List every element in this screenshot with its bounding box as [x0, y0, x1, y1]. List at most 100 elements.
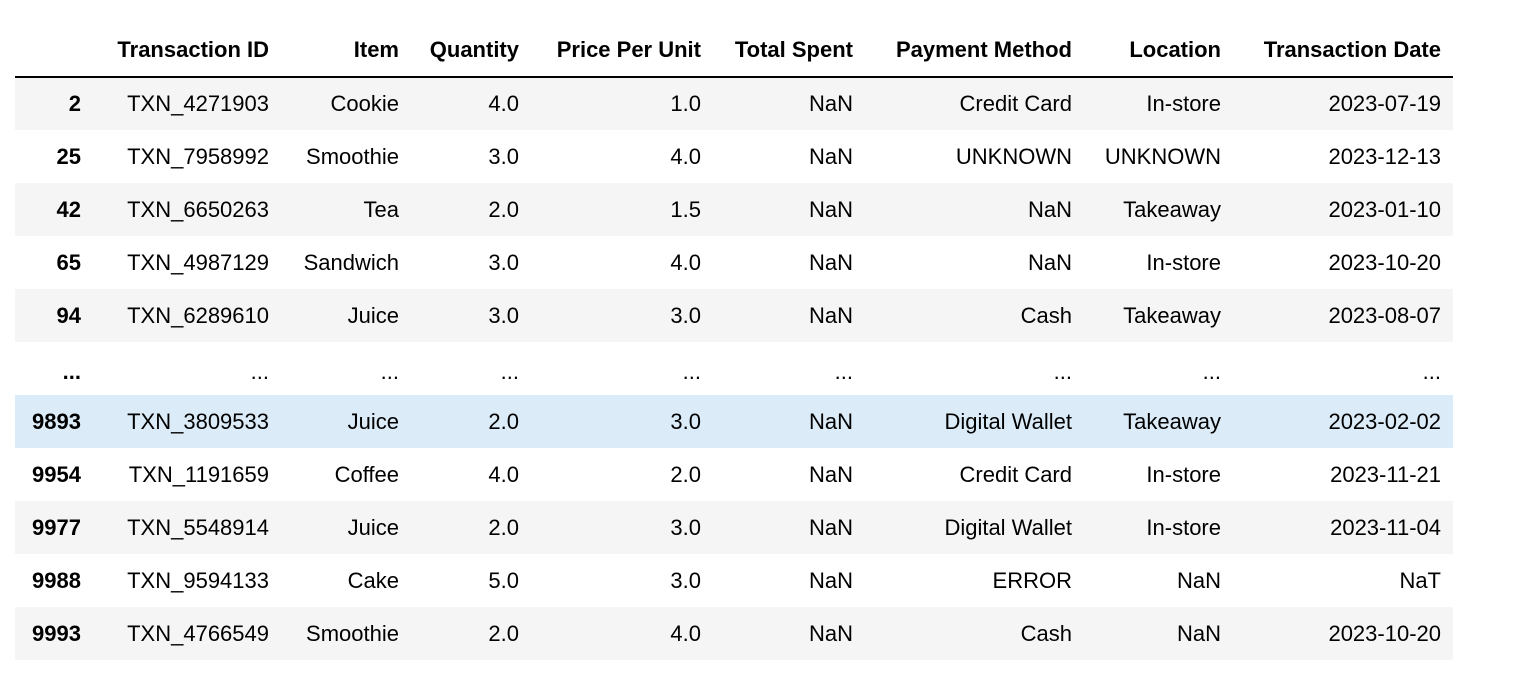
- table-row: 42 TXN_6650263 Tea 2.0 1.5 NaN NaN Takea…: [15, 183, 1453, 236]
- table-row: 9977 TXN_5548914 Juice 2.0 3.0 NaN Digit…: [15, 501, 1453, 554]
- cell-payment-method: Digital Wallet: [944, 514, 1072, 540]
- cell-transaction-date: 2023-08-07: [1328, 302, 1441, 328]
- cell-item: Cookie: [330, 91, 399, 116]
- cell-transaction-date: NaT: [1399, 567, 1441, 593]
- cell-quantity: 2.0: [488, 514, 519, 540]
- row-index: 25: [56, 143, 81, 169]
- cell-price-per-unit: 3.0: [670, 567, 701, 593]
- cell-transaction-date: 2023-11-21: [1330, 461, 1441, 487]
- cell-quantity: ...: [500, 359, 519, 384]
- cell-quantity: 5.0: [488, 567, 519, 593]
- cell-quantity: 2.0: [488, 408, 519, 434]
- cell-price-per-unit: 4.0: [670, 620, 701, 646]
- cell-transaction-id: TXN_6289610: [127, 302, 269, 328]
- row-index: 2: [68, 91, 81, 116]
- cell-item: ...: [380, 359, 399, 384]
- table-row: 9988 TXN_9594133 Cake 5.0 3.0 NaN ERROR …: [15, 554, 1453, 607]
- cell-location: NaN: [1176, 620, 1221, 646]
- cell-item: Tea: [363, 196, 399, 222]
- cell-total-spent: NaN: [808, 408, 853, 434]
- cell-item: Juice: [347, 514, 399, 540]
- cell-item: Smoothie: [306, 620, 399, 646]
- cell-quantity: 2.0: [488, 196, 519, 222]
- cell-transaction-date: 2023-01-10: [1328, 196, 1441, 222]
- cell-transaction-date: 2023-02-02: [1328, 408, 1441, 434]
- cell-transaction-id: TXN_4271903: [127, 91, 269, 116]
- cell-location: Takeaway: [1123, 408, 1221, 434]
- cell-payment-method: Cash: [1020, 620, 1072, 646]
- table-row: 9993 TXN_4766549 Smoothie 2.0 4.0 NaN Ca…: [15, 607, 1453, 660]
- cell-payment-method: NaN: [1027, 249, 1072, 275]
- cell-transaction-date: 2023-12-13: [1328, 143, 1441, 169]
- cell-total-spent: NaN: [808, 196, 853, 222]
- cell-payment-method: ...: [1053, 359, 1072, 384]
- cell-location: NaN: [1176, 567, 1221, 593]
- cell-total-spent: ...: [834, 359, 853, 384]
- table-row: 94 TXN_6289610 Juice 3.0 3.0 NaN Cash Ta…: [15, 289, 1453, 342]
- cell-item: Cake: [347, 567, 399, 593]
- cell-transaction-id: TXN_9594133: [127, 567, 269, 593]
- cell-total-spent: NaN: [808, 620, 853, 646]
- cell-total-spent: NaN: [808, 514, 853, 540]
- table-row: 65 TXN_4987129 Sandwich 3.0 4.0 NaN NaN …: [15, 236, 1453, 289]
- cell-transaction-date: ...: [1422, 359, 1441, 384]
- cell-location: UNKNOWN: [1104, 143, 1221, 169]
- cell-price-per-unit: 1.0: [670, 91, 701, 116]
- cell-item: Juice: [347, 408, 399, 434]
- cell-price-per-unit: 4.0: [670, 249, 701, 275]
- column-header-transaction-date: Transaction Date: [1233, 24, 1453, 78]
- cell-total-spent: NaN: [808, 91, 853, 116]
- cell-item: Sandwich: [303, 249, 399, 275]
- cell-payment-method: NaN: [1027, 196, 1072, 222]
- cell-total-spent: NaN: [808, 461, 853, 487]
- cell-transaction-date: 2023-10-20: [1328, 249, 1441, 275]
- cell-location: Takeaway: [1123, 196, 1221, 222]
- cell-transaction-id: TXN_4987129: [127, 249, 269, 275]
- dataframe-table: Transaction ID Item Quantity Price Per U…: [15, 24, 1453, 660]
- cell-location: In-store: [1146, 514, 1221, 540]
- cell-quantity: 4.0: [488, 461, 519, 487]
- column-header-index: [15, 24, 93, 78]
- cell-transaction-date: 2023-11-04: [1330, 514, 1441, 540]
- row-index: ...: [62, 359, 81, 384]
- row-index: 42: [56, 196, 81, 222]
- column-header-price-per-unit: Price Per Unit: [531, 24, 713, 78]
- row-index: 9993: [32, 620, 81, 646]
- cell-location: ...: [1202, 359, 1221, 384]
- row-index: 65: [56, 249, 81, 275]
- cell-transaction-id: TXN_7958992: [127, 143, 269, 169]
- cell-location: Takeaway: [1123, 302, 1221, 328]
- dataframe-output: Transaction ID Item Quantity Price Per U…: [15, 24, 1453, 660]
- ellipsis-row: ... ... ... ... ... ... ... ... ...: [15, 342, 1453, 395]
- cell-price-per-unit: ...: [682, 359, 701, 384]
- cell-quantity: 3.0: [488, 143, 519, 169]
- table-row-highlighted: 9893 TXN_3809533 Juice 2.0 3.0 NaN Digit…: [15, 395, 1453, 448]
- cell-transaction-date: 2023-10-20: [1328, 620, 1441, 646]
- cell-price-per-unit: 3.0: [670, 302, 701, 328]
- table-row: 25 TXN_7958992 Smoothie 3.0 4.0 NaN UNKN…: [15, 130, 1453, 183]
- cell-payment-method: Credit Card: [959, 461, 1072, 487]
- cell-quantity: 4.0: [488, 91, 519, 116]
- table-row: 2 TXN_4271903 Cookie 4.0 1.0 NaN Credit …: [15, 77, 1453, 130]
- cell-payment-method: UNKNOWN: [955, 143, 1072, 169]
- column-header-quantity: Quantity: [411, 24, 531, 78]
- cell-item: Coffee: [334, 461, 399, 487]
- cell-transaction-id: TXN_1191659: [128, 461, 269, 487]
- cell-quantity: 3.0: [488, 302, 519, 328]
- column-header-location: Location: [1084, 24, 1233, 78]
- cell-transaction-date: 2023-07-19: [1328, 91, 1441, 116]
- column-header-total-spent: Total Spent: [713, 24, 865, 78]
- column-header-item: Item: [281, 24, 411, 78]
- row-index: 94: [56, 302, 81, 328]
- row-index: 9988: [32, 567, 81, 593]
- cell-payment-method: Cash: [1020, 302, 1072, 328]
- cell-price-per-unit: 1.5: [670, 196, 701, 222]
- cell-price-per-unit: 4.0: [670, 143, 701, 169]
- row-index: 9977: [32, 514, 81, 540]
- cell-item: Juice: [347, 302, 399, 328]
- cell-transaction-id: TXN_5548914: [127, 514, 269, 540]
- cell-price-per-unit: 3.0: [670, 514, 701, 540]
- cell-item: Smoothie: [306, 143, 399, 169]
- cell-price-per-unit: 2.0: [670, 461, 701, 487]
- cell-location: In-store: [1146, 249, 1221, 275]
